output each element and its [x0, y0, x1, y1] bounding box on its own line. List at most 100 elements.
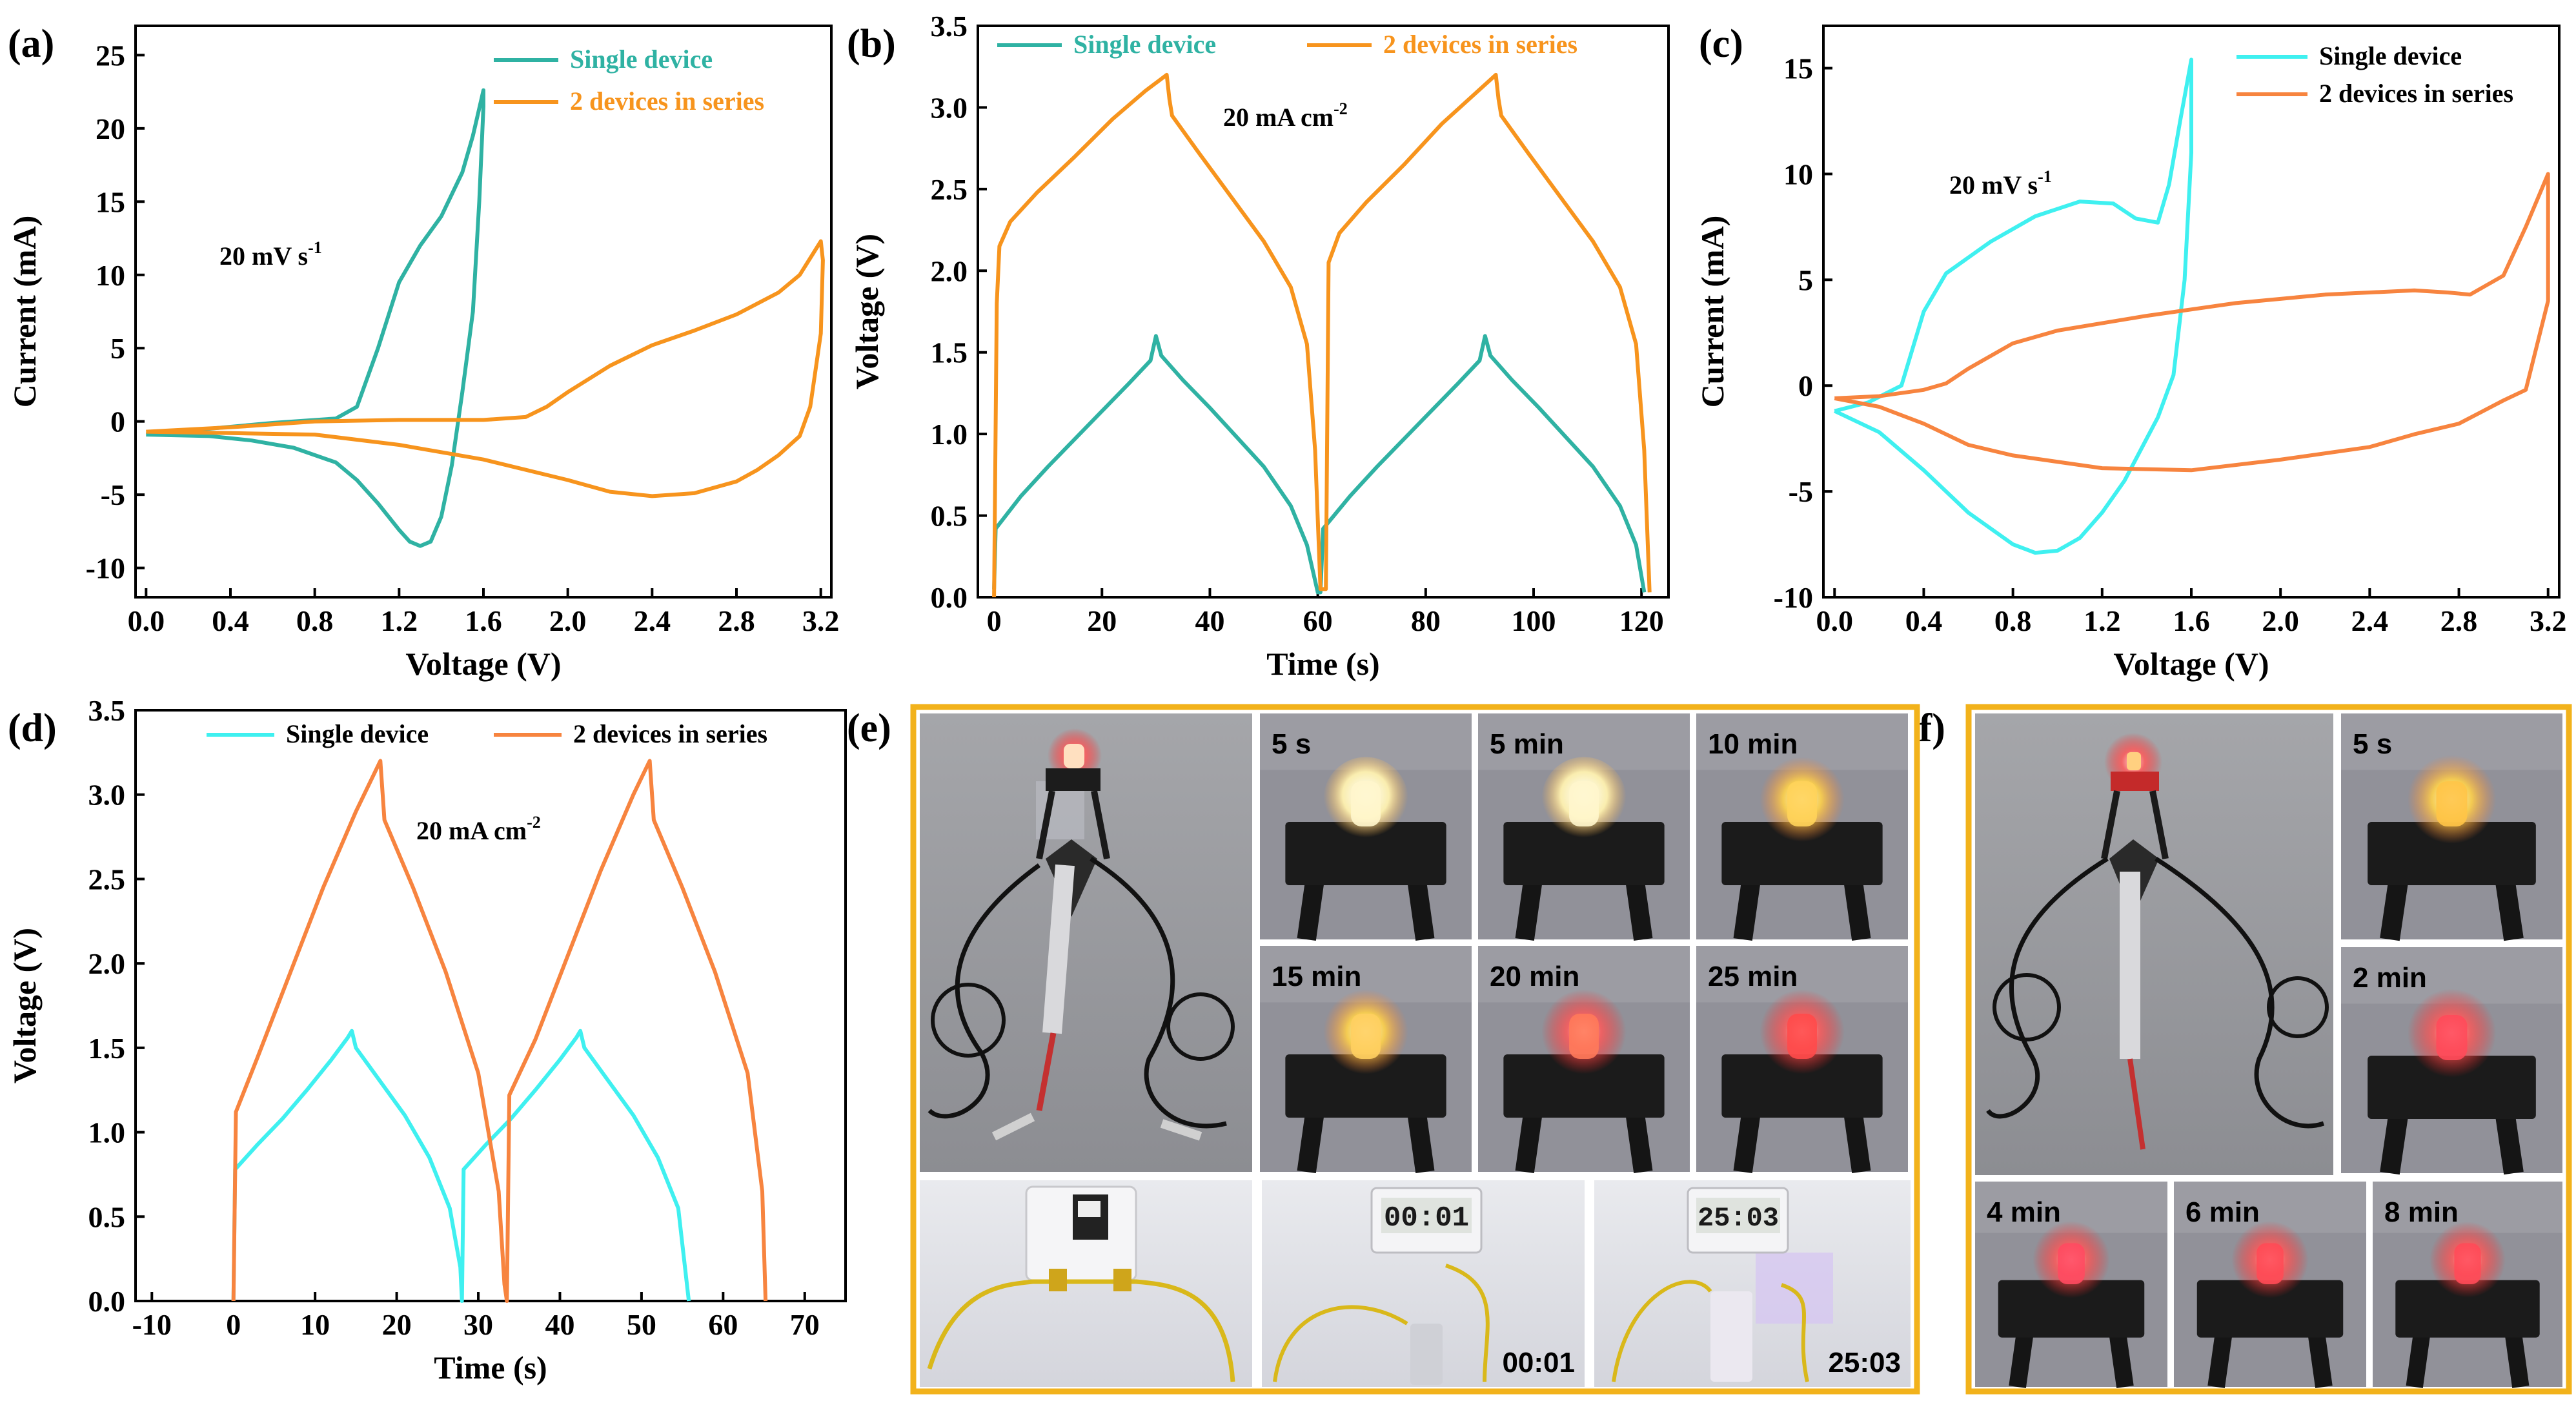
x-tick-label: 10 [300, 1308, 330, 1341]
tile-time-label: 5 s [2353, 728, 2392, 760]
x-tick-label: 120 [1619, 604, 1664, 637]
series-line-single-device [146, 88, 485, 548]
y-tick-label: 0 [1798, 369, 1813, 402]
y-axis-title: Current (mA) [6, 216, 43, 408]
chart-b-gcd-curves: 0 20 40 60 80 100 120 0.0 0.5 1.0 1.5 2.0 2.5 3.0 3.5 T… [849, 10, 1670, 682]
x-tick-label: -10 [132, 1308, 172, 1341]
x-tick-label: 0 [226, 1308, 241, 1341]
legend-label: 2 devices in series [1383, 30, 1577, 59]
y-tick-label: 1.0 [88, 1116, 126, 1149]
led-photo-tile: 5 s [2341, 713, 2562, 941]
legend-label: 2 devices in series [570, 87, 764, 116]
led-photo-tile: 15 min [1260, 946, 1472, 1174]
rate-annotation: 20 mA cm-2 [416, 813, 541, 845]
legend-label: Single device [1073, 30, 1216, 59]
y-axis-title: Current (mA) [1694, 216, 1730, 408]
chart-a-cv-curves: 0.0 0.4 0.8 1.2 1.6 2.0 2.4 2.8 3.2 -10 -5 0 5 10 15 20… [6, 25, 839, 682]
tile-time-label: 20 min [1490, 961, 1579, 992]
led-photo-tile: 5 min [1478, 713, 1690, 941]
x-tick-label: 0.8 [1994, 604, 2032, 637]
series-line-single-device [1834, 57, 2193, 555]
y-tick-label: 0.5 [931, 500, 968, 533]
y-tick-label: 25 [96, 39, 125, 72]
x-tick-label: 2.8 [2440, 604, 2478, 637]
led-photo-tile: 10 min [1696, 713, 1908, 941]
led-photo-tile: 25 min [1696, 946, 1908, 1174]
legend-label: Single device [286, 719, 429, 748]
x-tick-label: 50 [627, 1308, 656, 1341]
timer-label-end: 25:03 [1828, 1347, 1901, 1378]
panel-e-timer-photo-start: 00:01 00:01 [1262, 1180, 1585, 1387]
x-tick-label: 0.4 [1905, 604, 1943, 637]
panel-e-timer-photo-end: 25:03 25:03 [1594, 1180, 1911, 1387]
y-tick-label: 2.0 [931, 254, 968, 287]
y-tick-label: 2.5 [931, 173, 968, 206]
y-tick-label: 0.5 [88, 1200, 126, 1233]
x-tick-label: 0.8 [296, 604, 334, 637]
tile-time-label: 5 min [1490, 728, 1564, 760]
led-photo-tile: 4 min [1975, 1182, 2167, 1388]
tile-time-label: 2 min [2353, 962, 2427, 994]
y-tick-label: 0 [110, 405, 125, 438]
y-tick-label: 2.5 [88, 863, 126, 896]
y-tick-label: 2.0 [88, 947, 126, 980]
x-tick-label: 3.2 [2530, 604, 2567, 637]
x-tick-label: 0.0 [1816, 604, 1854, 637]
x-tick-label: 2.0 [549, 604, 587, 637]
x-tick-label: 0.4 [212, 604, 249, 637]
series-line-single-device [231, 1029, 691, 1303]
panel-f-photo-collage: 5 s 2 min 4 min 6 min 8 min [1965, 704, 2572, 1395]
x-tick-label: 1.6 [465, 604, 502, 637]
led-photo-tile: 8 min [2373, 1182, 2562, 1388]
led-photo-tile: 6 min [2174, 1182, 2366, 1388]
x-tick-label: 80 [1411, 604, 1441, 637]
panel-e-circuit-photo [920, 713, 1252, 1172]
y-axis-title: Voltage (V) [6, 928, 43, 1083]
y-tick-label: 15 [1783, 52, 1813, 85]
panel-e-led-tiles: 5 s 5 min 10 min 15 min 20 min 25 min [1260, 713, 1908, 1174]
panel-f-led-tiles: 5 s 2 min 4 min 6 min 8 min [1975, 713, 2562, 1388]
y-tick-label: 1.5 [88, 1032, 126, 1065]
x-tick-label: 2.4 [634, 604, 671, 637]
y-tick-label: -5 [1789, 475, 1813, 508]
x-axis-title: Time (s) [434, 1349, 547, 1386]
y-tick-label: -10 [1774, 581, 1813, 614]
series-line-two-devices-in-series [1834, 172, 2550, 473]
x-tick-label: 40 [1195, 604, 1224, 637]
x-tick-label: 20 [382, 1308, 412, 1341]
chart-c-cv-curves: 0.0 0.4 0.8 1.2 1.6 2.0 2.4 2.8 3.2 -10 -5 0 5 10 15 Vo… [1694, 25, 2567, 682]
x-tick-label: 0.0 [128, 604, 165, 637]
led-photo-tile: 2 min [2341, 947, 2562, 1175]
series-line-two-devices-in-series [146, 239, 825, 498]
legend-label: 2 devices in series [2319, 79, 2513, 108]
rate-annotation: 20 mV s-1 [1949, 167, 2052, 200]
x-tick-label: 2.8 [718, 604, 755, 637]
y-tick-label: -5 [101, 478, 125, 511]
x-tick-label: 2.4 [2351, 604, 2389, 637]
series-line-single-device [992, 334, 1647, 595]
x-tick-label: 40 [545, 1308, 574, 1341]
x-tick-label: 1.2 [2084, 604, 2121, 637]
y-tick-label: 5 [1798, 263, 1813, 296]
y-tick-label: 1.0 [931, 418, 968, 451]
panel-letter-e: (e) [847, 706, 891, 750]
y-axis-title: Voltage (V) [849, 234, 885, 389]
timer-display-end: 25:03 [1698, 1203, 1779, 1234]
x-tick-label: 70 [790, 1308, 820, 1341]
timer-display-start: 00:01 [1384, 1202, 1469, 1235]
y-tick-label: 3.0 [931, 91, 968, 124]
y-tick-label: 1.5 [931, 336, 968, 369]
x-axis-title: Voltage (V) [2113, 646, 2269, 682]
y-tick-label: 3.0 [88, 779, 126, 812]
y-tick-label: 3.5 [88, 694, 126, 727]
tile-time-label: 5 s [1272, 728, 1311, 760]
x-tick-label: 60 [708, 1308, 738, 1341]
panel-e-timer-photo-device [920, 1180, 1252, 1387]
panel-letter-d: (d) [8, 706, 57, 750]
legend-label: Single device [2319, 41, 2462, 70]
plot-frame [134, 709, 847, 1302]
panel-letter-a: (a) [8, 22, 54, 66]
x-axis-title: Voltage (V) [405, 646, 561, 682]
y-tick-label: 0.0 [931, 581, 968, 614]
x-tick-label: 1.2 [381, 604, 418, 637]
